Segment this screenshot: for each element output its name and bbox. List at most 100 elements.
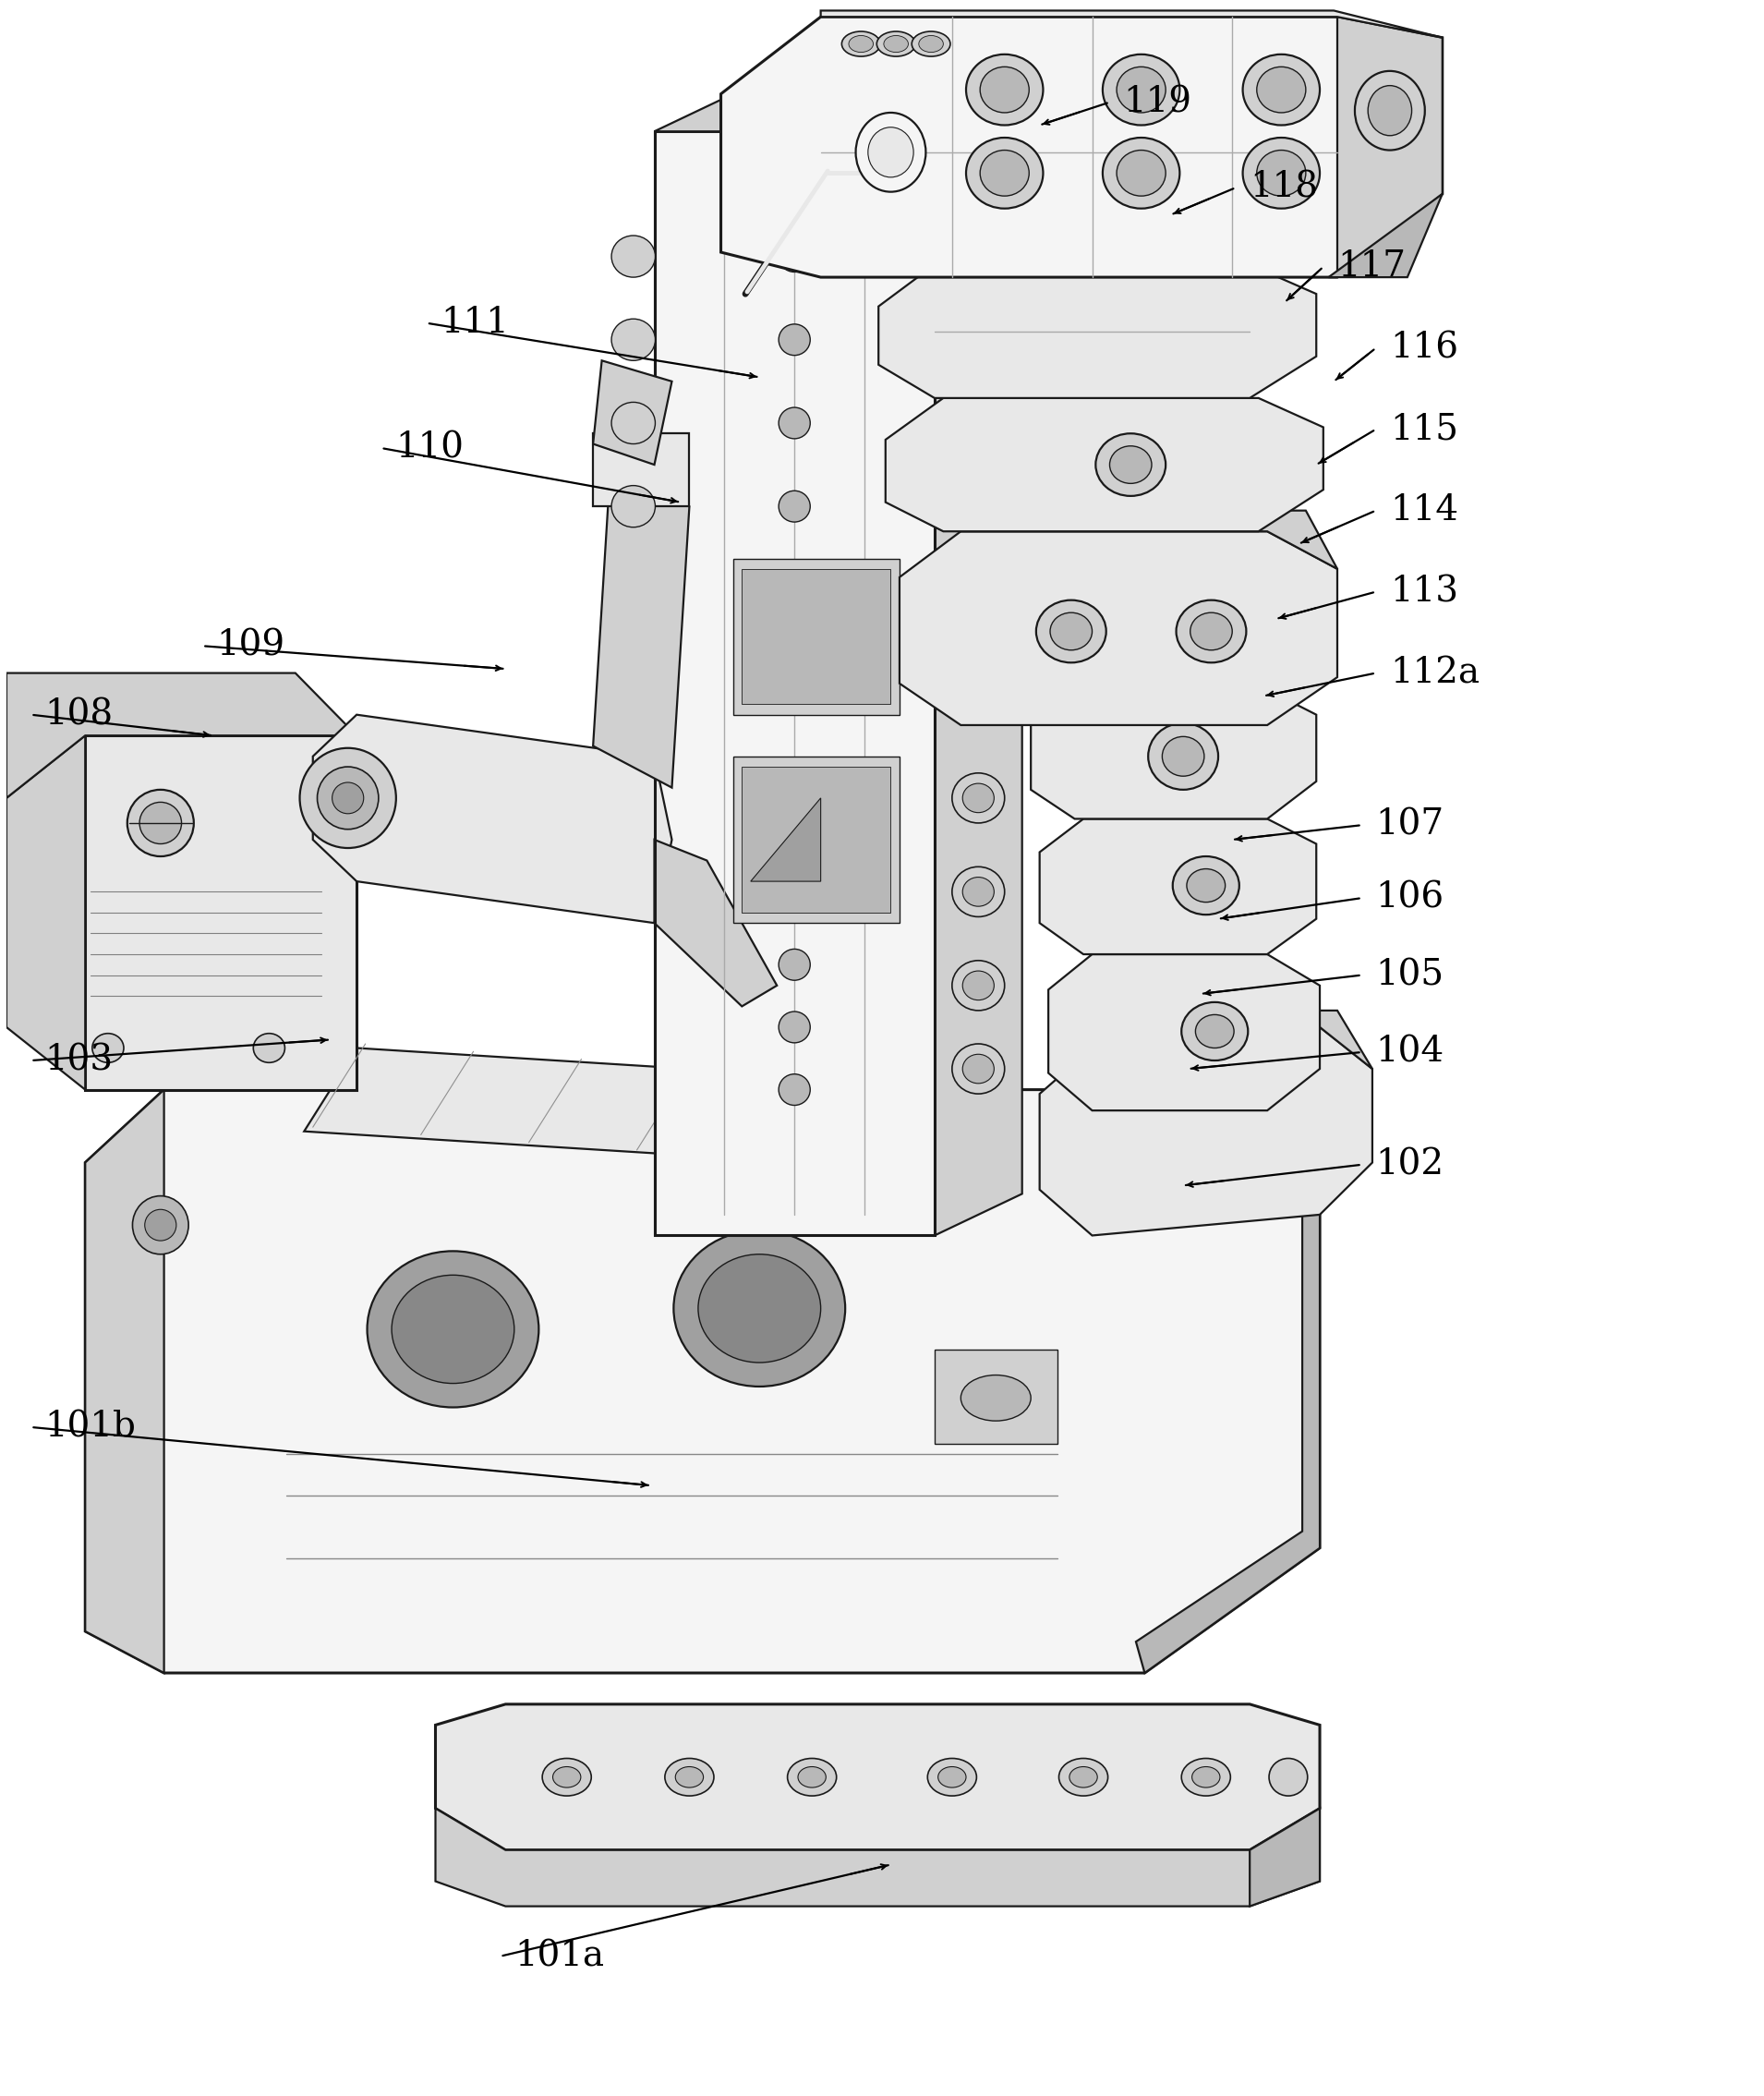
Polygon shape [820, 10, 1443, 38]
Ellipse shape [778, 325, 810, 356]
Ellipse shape [884, 36, 908, 52]
Text: 101a: 101a [515, 1939, 603, 1972]
Ellipse shape [848, 36, 873, 52]
Polygon shape [743, 568, 891, 704]
Polygon shape [743, 767, 891, 912]
Ellipse shape [332, 782, 363, 813]
Text: 103: 103 [44, 1044, 113, 1077]
Ellipse shape [856, 113, 926, 193]
Polygon shape [935, 1350, 1057, 1444]
Ellipse shape [1182, 1759, 1231, 1796]
Ellipse shape [1244, 138, 1319, 208]
Ellipse shape [1268, 1759, 1307, 1796]
Text: 110: 110 [395, 432, 464, 465]
Ellipse shape [542, 1759, 591, 1796]
Ellipse shape [1256, 151, 1305, 197]
Text: 119: 119 [1124, 86, 1192, 119]
Ellipse shape [797, 1767, 826, 1788]
Polygon shape [1328, 195, 1443, 277]
Ellipse shape [877, 31, 916, 57]
Ellipse shape [318, 767, 379, 830]
Ellipse shape [139, 803, 182, 845]
Ellipse shape [919, 36, 944, 52]
Ellipse shape [1244, 54, 1319, 126]
Text: 101b: 101b [44, 1411, 136, 1444]
Polygon shape [1249, 1809, 1319, 1905]
Ellipse shape [778, 1073, 810, 1105]
Ellipse shape [145, 1209, 176, 1241]
Text: 115: 115 [1390, 413, 1459, 446]
Ellipse shape [961, 1375, 1030, 1421]
Ellipse shape [1102, 138, 1180, 208]
Ellipse shape [552, 1767, 580, 1788]
Ellipse shape [963, 784, 995, 813]
Ellipse shape [981, 67, 1028, 113]
Polygon shape [1039, 820, 1316, 954]
Polygon shape [1337, 17, 1443, 277]
Ellipse shape [1095, 434, 1166, 497]
Polygon shape [654, 132, 935, 1235]
Text: 106: 106 [1376, 880, 1445, 916]
Ellipse shape [778, 241, 810, 272]
Ellipse shape [787, 1759, 836, 1796]
Ellipse shape [953, 868, 1004, 916]
Ellipse shape [1110, 446, 1152, 484]
Text: 117: 117 [1337, 249, 1406, 283]
Polygon shape [751, 799, 820, 880]
Ellipse shape [953, 960, 1004, 1010]
Text: 107: 107 [1376, 809, 1445, 843]
Polygon shape [935, 132, 1021, 1235]
Ellipse shape [1102, 54, 1180, 126]
Ellipse shape [1182, 1002, 1247, 1061]
Ellipse shape [300, 748, 397, 849]
Text: 104: 104 [1376, 1035, 1445, 1069]
Ellipse shape [778, 490, 810, 522]
Ellipse shape [953, 773, 1004, 824]
Ellipse shape [967, 54, 1043, 126]
Polygon shape [1198, 1090, 1319, 1195]
Polygon shape [303, 1048, 1021, 1174]
Ellipse shape [1192, 1767, 1221, 1788]
Polygon shape [654, 90, 1021, 132]
Polygon shape [312, 715, 672, 922]
Polygon shape [7, 736, 85, 1090]
Ellipse shape [967, 138, 1043, 208]
Ellipse shape [1148, 723, 1219, 790]
Ellipse shape [1117, 151, 1166, 197]
Ellipse shape [1367, 86, 1411, 136]
Ellipse shape [612, 402, 654, 444]
Ellipse shape [612, 319, 654, 361]
Ellipse shape [1191, 612, 1233, 650]
Ellipse shape [1187, 870, 1226, 901]
Ellipse shape [1117, 67, 1166, 113]
Polygon shape [1030, 690, 1316, 820]
Polygon shape [900, 532, 1337, 725]
Ellipse shape [963, 1054, 995, 1084]
Polygon shape [1092, 1010, 1372, 1069]
Ellipse shape [254, 1033, 284, 1063]
Polygon shape [593, 361, 672, 465]
Polygon shape [7, 673, 356, 799]
Ellipse shape [928, 1759, 977, 1796]
Ellipse shape [392, 1274, 515, 1383]
Polygon shape [593, 465, 690, 788]
Polygon shape [436, 1809, 1319, 1905]
Ellipse shape [778, 407, 810, 438]
Polygon shape [1039, 1027, 1372, 1235]
Polygon shape [85, 1090, 164, 1673]
Polygon shape [436, 1704, 1319, 1851]
Ellipse shape [674, 1230, 845, 1388]
Ellipse shape [778, 949, 810, 981]
Text: 112a: 112a [1390, 656, 1480, 690]
Polygon shape [721, 17, 1443, 277]
Ellipse shape [127, 790, 194, 857]
Polygon shape [734, 757, 900, 922]
Ellipse shape [963, 878, 995, 905]
Ellipse shape [612, 235, 654, 277]
Text: 109: 109 [217, 629, 286, 662]
Ellipse shape [1050, 612, 1092, 650]
Ellipse shape [676, 1767, 704, 1788]
Ellipse shape [841, 31, 880, 57]
Polygon shape [734, 558, 900, 715]
Ellipse shape [981, 151, 1028, 197]
